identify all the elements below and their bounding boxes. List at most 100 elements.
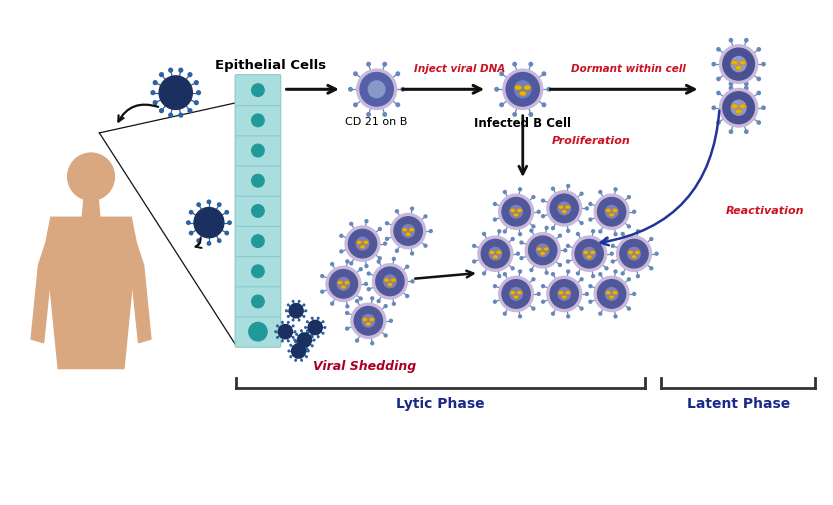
Ellipse shape xyxy=(391,279,396,282)
Circle shape xyxy=(287,340,289,342)
Ellipse shape xyxy=(360,245,365,249)
Circle shape xyxy=(357,238,369,250)
Circle shape xyxy=(498,230,501,233)
Circle shape xyxy=(429,230,432,233)
Ellipse shape xyxy=(510,291,516,295)
Circle shape xyxy=(731,58,746,73)
Circle shape xyxy=(499,195,534,230)
Circle shape xyxy=(503,313,506,316)
Circle shape xyxy=(396,104,400,108)
Circle shape xyxy=(252,266,264,278)
Circle shape xyxy=(303,305,305,306)
Ellipse shape xyxy=(609,295,614,299)
Circle shape xyxy=(288,350,290,352)
Circle shape xyxy=(611,261,614,264)
Circle shape xyxy=(551,188,555,191)
Circle shape xyxy=(252,115,264,127)
Circle shape xyxy=(493,300,496,304)
Circle shape xyxy=(298,320,300,321)
Ellipse shape xyxy=(517,209,522,213)
Circle shape xyxy=(321,275,324,278)
Circle shape xyxy=(503,191,506,194)
Circle shape xyxy=(503,231,506,233)
Circle shape xyxy=(346,306,349,308)
Circle shape xyxy=(348,230,377,259)
Circle shape xyxy=(515,82,531,98)
Circle shape xyxy=(731,101,746,116)
Circle shape xyxy=(614,271,617,273)
Circle shape xyxy=(481,240,510,268)
Text: Viral Shedding: Viral Shedding xyxy=(313,360,416,373)
Circle shape xyxy=(350,223,352,226)
Circle shape xyxy=(365,283,367,286)
Circle shape xyxy=(599,231,601,233)
Circle shape xyxy=(383,114,387,117)
Circle shape xyxy=(546,277,581,312)
Ellipse shape xyxy=(565,291,571,295)
Circle shape xyxy=(354,104,357,108)
Circle shape xyxy=(308,321,322,335)
Polygon shape xyxy=(82,201,100,218)
Circle shape xyxy=(406,266,409,269)
Circle shape xyxy=(292,337,294,338)
Circle shape xyxy=(519,188,521,191)
Circle shape xyxy=(606,288,618,300)
Circle shape xyxy=(359,268,362,271)
Circle shape xyxy=(292,320,294,321)
Circle shape xyxy=(502,198,531,227)
Circle shape xyxy=(627,278,631,281)
Text: Latent Phase: Latent Phase xyxy=(686,396,790,411)
Circle shape xyxy=(207,242,211,245)
Circle shape xyxy=(362,315,375,327)
Ellipse shape xyxy=(513,214,519,217)
Circle shape xyxy=(317,318,319,319)
Ellipse shape xyxy=(561,295,567,299)
Circle shape xyxy=(340,235,342,238)
Circle shape xyxy=(730,39,732,43)
Circle shape xyxy=(312,334,313,335)
Circle shape xyxy=(499,277,534,312)
Circle shape xyxy=(301,349,302,350)
Ellipse shape xyxy=(612,291,618,295)
Circle shape xyxy=(169,69,172,73)
Circle shape xyxy=(322,321,324,323)
Circle shape xyxy=(580,193,583,196)
Circle shape xyxy=(537,293,540,296)
Circle shape xyxy=(519,233,521,236)
Circle shape xyxy=(411,252,413,256)
Circle shape xyxy=(396,250,398,252)
Circle shape xyxy=(384,305,387,308)
Circle shape xyxy=(411,208,413,211)
Ellipse shape xyxy=(736,110,742,115)
Circle shape xyxy=(386,222,388,225)
Circle shape xyxy=(500,73,503,76)
Circle shape xyxy=(583,248,596,261)
Circle shape xyxy=(384,334,387,337)
Ellipse shape xyxy=(558,291,563,295)
Circle shape xyxy=(301,360,302,362)
Circle shape xyxy=(367,63,371,67)
Circle shape xyxy=(636,230,640,233)
Circle shape xyxy=(532,196,535,199)
Circle shape xyxy=(650,267,653,270)
Circle shape xyxy=(326,267,361,302)
Circle shape xyxy=(530,269,533,272)
Ellipse shape xyxy=(740,61,746,66)
Ellipse shape xyxy=(612,209,618,213)
Circle shape xyxy=(390,320,392,323)
Circle shape xyxy=(529,63,532,67)
Circle shape xyxy=(532,226,535,228)
Circle shape xyxy=(313,339,315,341)
Circle shape xyxy=(627,308,631,311)
Circle shape xyxy=(520,257,523,260)
Circle shape xyxy=(151,91,155,95)
Circle shape xyxy=(295,360,297,362)
Circle shape xyxy=(542,104,546,108)
Circle shape xyxy=(189,211,192,215)
Circle shape xyxy=(396,73,400,76)
Circle shape xyxy=(650,238,653,241)
Polygon shape xyxy=(46,218,137,369)
Ellipse shape xyxy=(561,210,567,214)
Circle shape xyxy=(307,349,308,350)
Circle shape xyxy=(599,191,601,194)
